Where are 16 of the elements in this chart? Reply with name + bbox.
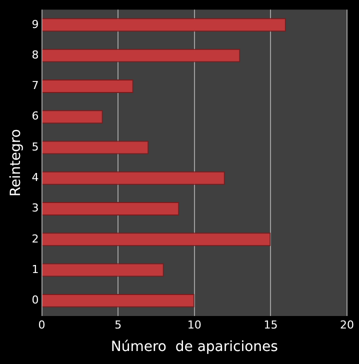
x-tick-label: 20 xyxy=(340,318,354,332)
y-tick-label: 4 xyxy=(32,170,39,184)
x-tick-label: 15 xyxy=(264,318,278,332)
x-tick-label: 10 xyxy=(187,318,202,332)
y-tick-label: 3 xyxy=(32,202,39,215)
y-tick-label: 7 xyxy=(32,79,39,92)
y-tick-label: 6 xyxy=(32,110,39,123)
x-tick-label: 5 xyxy=(114,318,122,332)
y-tick-label: 2 xyxy=(32,232,39,246)
y-tick-label: 8 xyxy=(32,48,39,62)
y-axis-title: Reintegro xyxy=(8,129,24,197)
y-tick-label: 9 xyxy=(32,18,39,31)
y-tick-label: 0 xyxy=(32,294,39,307)
y-tick-label: 5 xyxy=(32,140,39,154)
y-tick-label: 1 xyxy=(32,262,39,276)
x-axis-title: Número de apariciones xyxy=(110,339,278,356)
